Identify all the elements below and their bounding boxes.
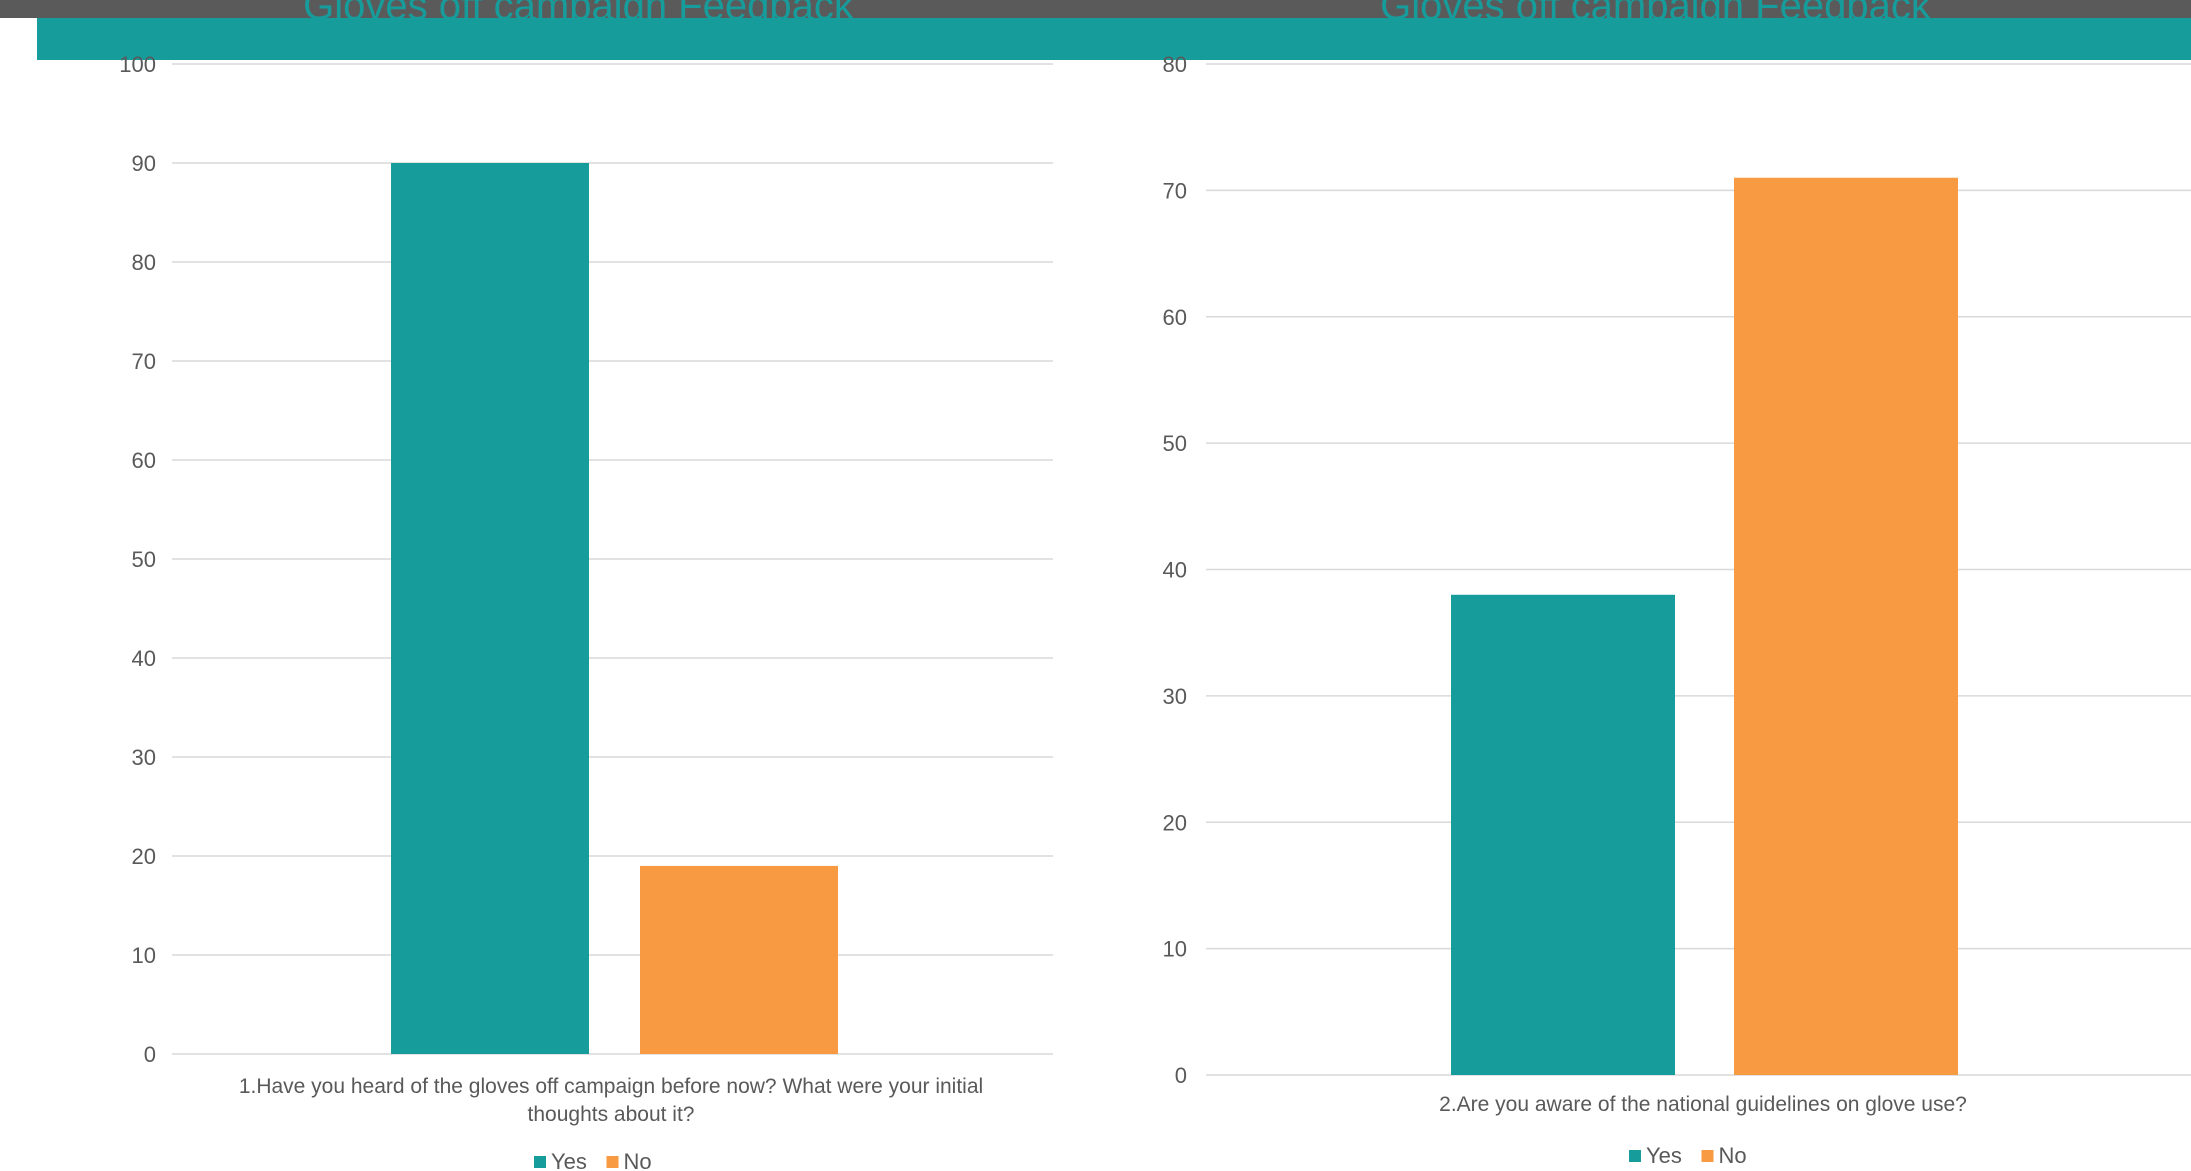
- left-chart-title: Gloves off campaign Feedback: [303, 0, 854, 26]
- right-chart-bar-no: [1734, 177, 1958, 1076]
- left-chart-x-category-label: 1.Have you heard of the gloves off campa…: [239, 1075, 983, 1098]
- left-chart-y-tick-label: 90: [132, 151, 156, 176]
- right-chart-y-tick-label: 70: [1163, 178, 1187, 203]
- right-chart-y-tick-label: 80: [1163, 52, 1187, 77]
- right-chart-y-tick-label: 40: [1163, 558, 1187, 583]
- left-chart-y-tick-label: 100: [119, 52, 156, 77]
- right-chart-y-tick-label: 30: [1163, 684, 1187, 709]
- left-chart-legend-swatch-no: [606, 1156, 619, 1168]
- left-header-band: [37, 18, 1120, 60]
- right-chart-x-category-label: 2.Are you aware of the national guidelin…: [1439, 1093, 1967, 1116]
- left-chart-y-tick-label: 20: [132, 844, 156, 869]
- right-chart-bar-yes: [1451, 594, 1675, 1075]
- right-chart-legend-label-yes: Yes: [1646, 1143, 1682, 1168]
- left-chart-y-tick-label: 40: [132, 646, 156, 671]
- left-chart-y-tick-label: 50: [132, 547, 156, 572]
- left-chart-legend-label-yes: Yes: [551, 1149, 587, 1171]
- left-chart-y-tick-label: 0: [144, 1042, 156, 1067]
- left-chart-legend-swatch-yes: [534, 1156, 546, 1168]
- left-chart-bar-yes: [391, 163, 589, 1054]
- right-chart-legend-swatch-no: [1701, 1150, 1714, 1162]
- right-chart-y-tick-label: 10: [1163, 937, 1187, 962]
- header-bar: [0, 0, 2191, 18]
- left-bar-chart: 0 10 20 30 40 50 60 70 80 90 100 1.Have you heard o…: [119, 52, 1053, 1171]
- left-chart-y-tick-label: 30: [132, 745, 156, 770]
- right-chart-legend-swatch-yes: [1629, 1150, 1641, 1162]
- right-header-band: [1120, 18, 2191, 60]
- left-chart-legend-label-no: No: [624, 1149, 652, 1171]
- left-chart-bar-no: [640, 865, 838, 1054]
- right-chart-y-tick-label: 50: [1163, 431, 1187, 456]
- right-chart-title: Gloves off campaign Feedback: [1380, 0, 1931, 26]
- left-chart-x-category-label: thoughts about it?: [528, 1103, 695, 1126]
- right-chart-legend-label-no: No: [1719, 1143, 1747, 1168]
- left-chart-y-tick-label: 70: [132, 349, 156, 374]
- right-chart-y-tick-label: 20: [1163, 810, 1187, 835]
- right-chart-y-tick-label: 0: [1175, 1063, 1187, 1088]
- left-chart-y-tick-label: 60: [132, 448, 156, 473]
- left-chart-y-tick-label: 10: [132, 943, 156, 968]
- right-chart-y-tick-label: 60: [1163, 305, 1187, 330]
- left-chart-y-tick-label: 80: [132, 250, 156, 275]
